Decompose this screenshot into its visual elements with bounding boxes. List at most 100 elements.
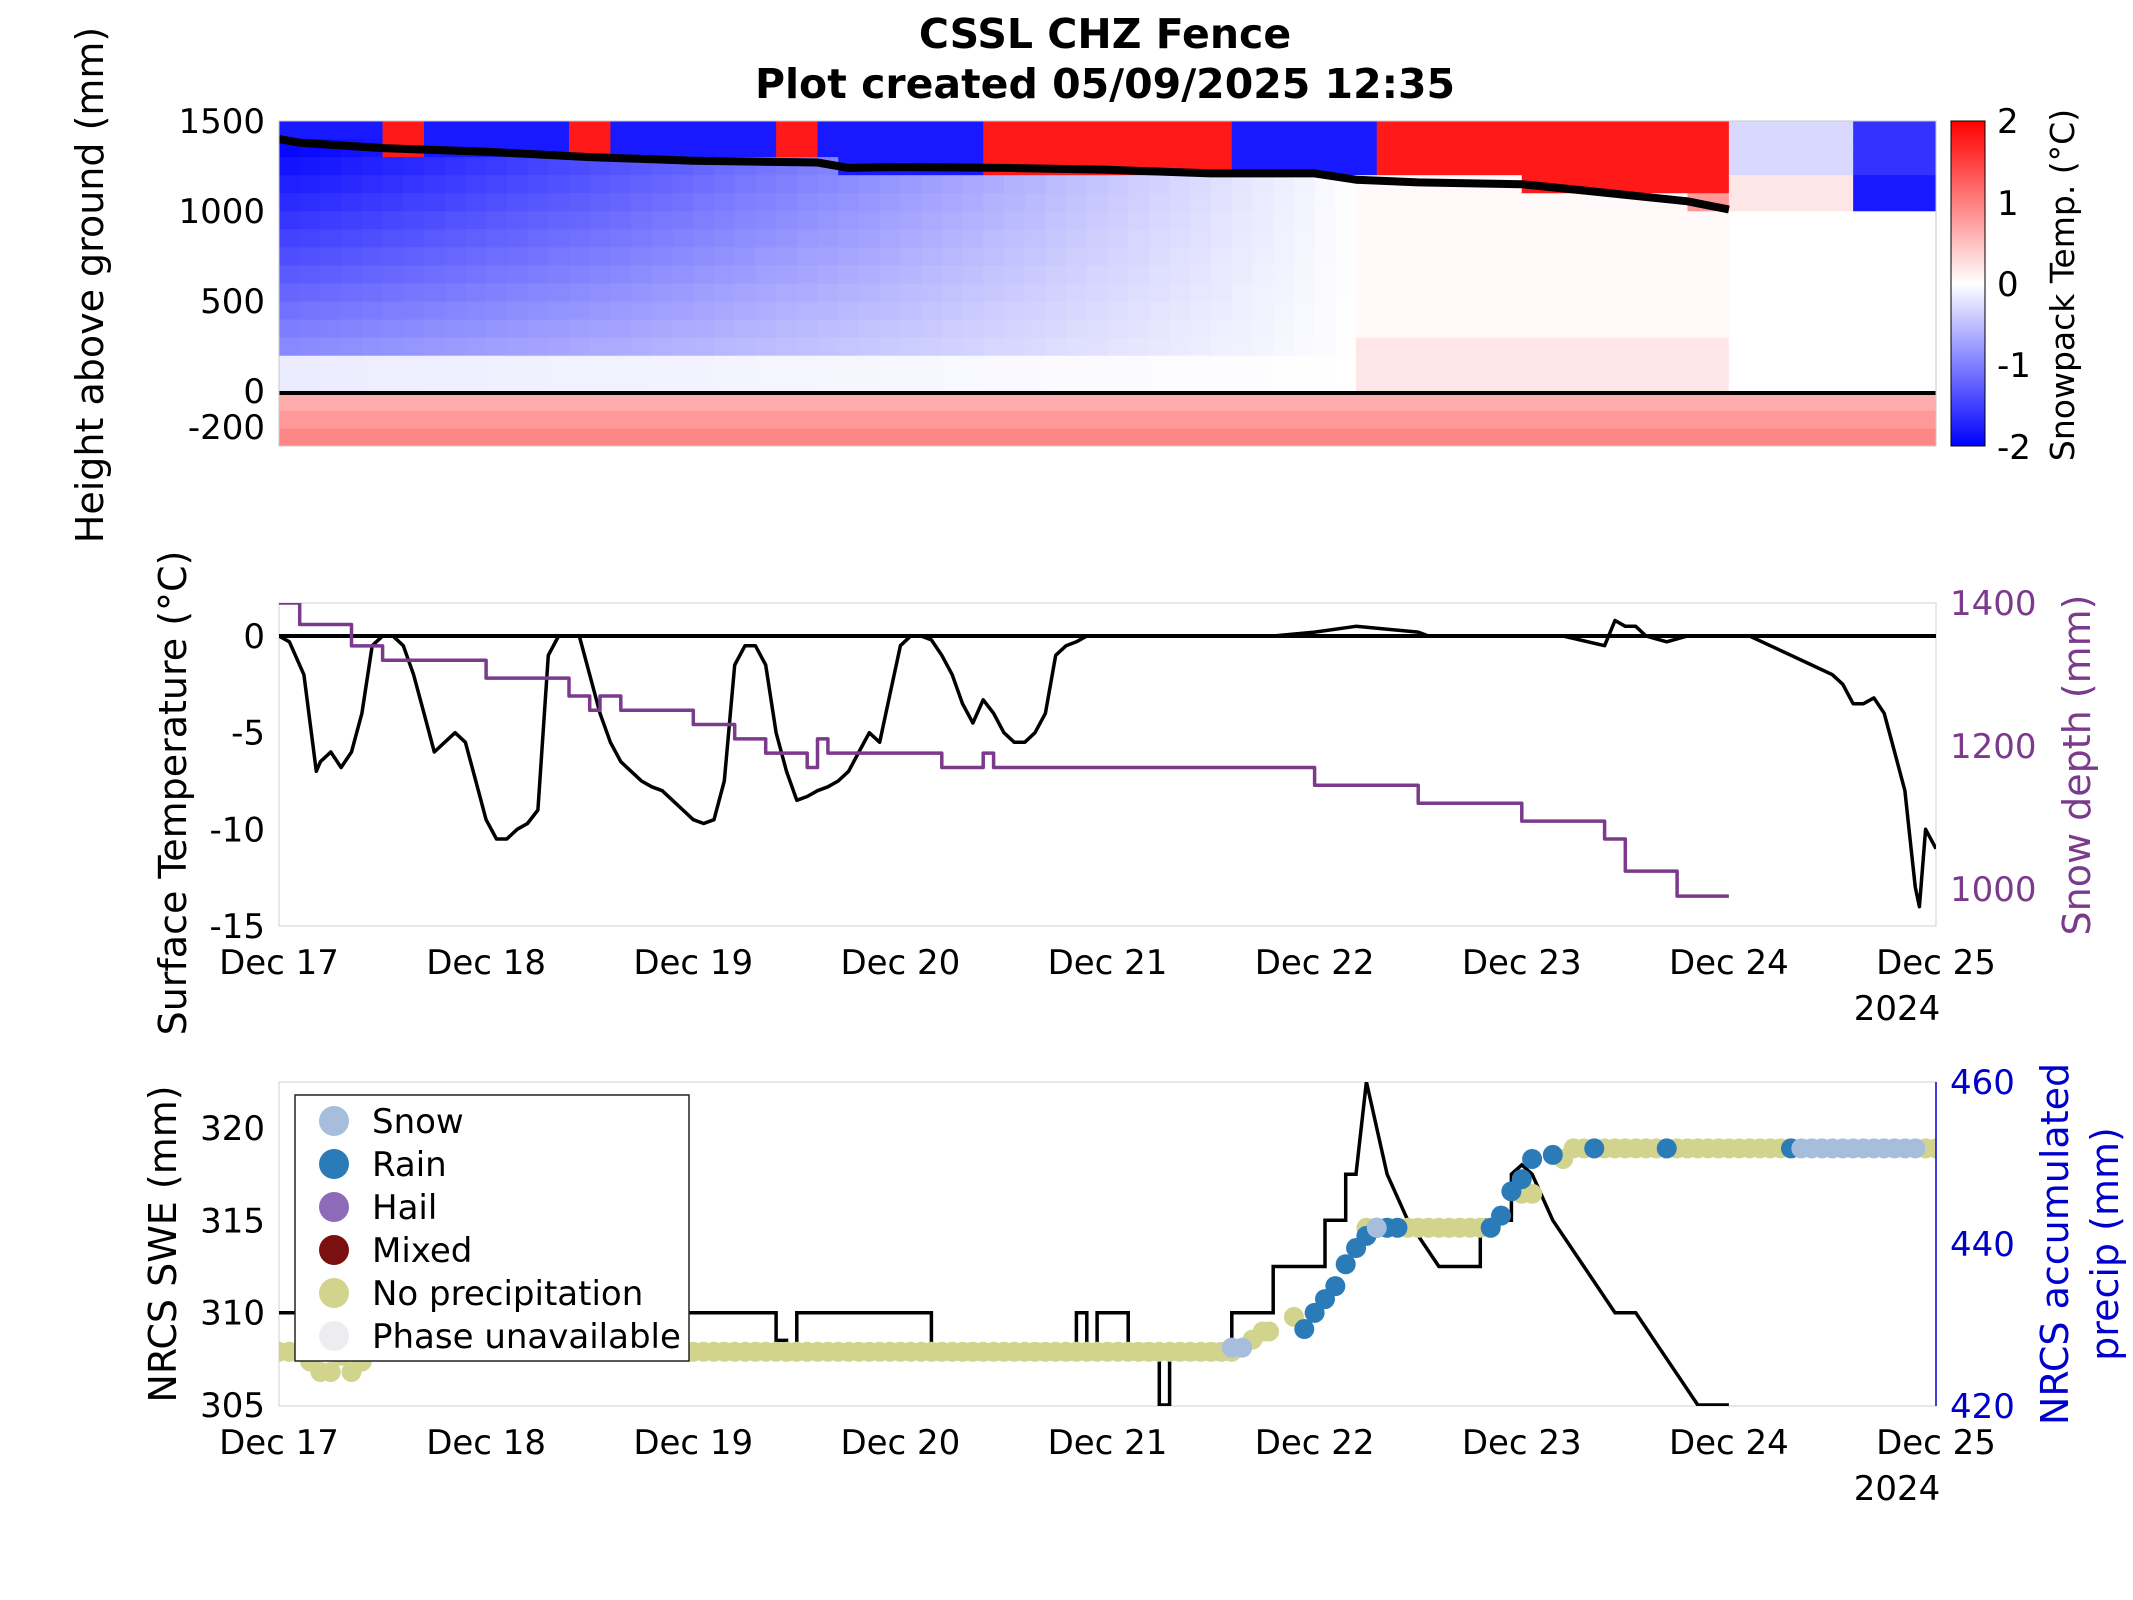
heatmap-cell [341, 193, 363, 212]
heatmap-cell [755, 211, 777, 230]
heatmap-cell [921, 355, 943, 375]
heatmap-cell [1915, 283, 1936, 303]
legend-label: Hail [372, 1188, 437, 1228]
heatmap-cell [299, 211, 322, 230]
heatmap-cell [465, 373, 487, 393]
heatmap-cell [341, 283, 363, 303]
heatmap-cell [1086, 409, 1109, 429]
temperature-xtick: Dec 25 [1876, 943, 1996, 983]
heatmap-cell [486, 157, 508, 176]
precip-point-none [1926, 1138, 1936, 1159]
heatmap-cell [838, 247, 860, 267]
heatmap-cell [1770, 373, 1792, 393]
heatmap-cell [1811, 409, 1834, 429]
heatmap-cell [962, 193, 984, 212]
heatmap-cell [1107, 427, 1129, 446]
heatmap-cell [1459, 427, 1481, 446]
heatmap-cell [1148, 373, 1171, 393]
heatmap-cell [1066, 319, 1088, 339]
heatmap-cell [527, 265, 549, 285]
heatmap-cell [382, 391, 404, 411]
heatmap-cell [361, 283, 384, 303]
heatmap-cell [838, 139, 860, 158]
heatmap-cell [1148, 211, 1171, 230]
heatmap-cell [921, 229, 943, 248]
heatmap-cell [610, 283, 632, 303]
heatmap-cell [1894, 409, 1916, 429]
heatmap-cell [1211, 229, 1233, 248]
heatmap-cell [1646, 211, 1668, 230]
precip-point-rain [1325, 1276, 1346, 1297]
heatmap-cell [610, 301, 632, 321]
heatmap-cell [1708, 139, 1730, 158]
heatmap-cell [941, 283, 964, 303]
heatmap-cell [1231, 175, 1254, 194]
heatmap-cell [1252, 283, 1274, 303]
heatmap-cell [1521, 211, 1544, 230]
heatmap-cell [1003, 211, 1026, 230]
heatmap-cell [1148, 193, 1171, 212]
heatmap-cell [1086, 301, 1109, 321]
heatmap-cell [1045, 247, 1067, 267]
heatmap-cell [610, 229, 632, 248]
heatmap-cell [1128, 121, 1150, 140]
heatmap-cell [1521, 121, 1544, 140]
colorbar-label: Snowpack Temp. (°C) [2043, 109, 2082, 461]
heatmap-cell [1252, 121, 1274, 140]
heatmap-cell [527, 157, 549, 176]
heatmap-cell [838, 193, 860, 212]
heatmap-cell [1853, 373, 1875, 393]
heatmap-cell [1894, 121, 1916, 140]
temperature-xtick: Dec 17 [219, 943, 339, 983]
heatmap-cell [900, 193, 922, 212]
heatmap-cell [1873, 427, 1896, 446]
heatmap-cell [900, 139, 922, 158]
precip-y-label-line1: NRCS accumulated [2033, 1063, 2077, 1425]
heatmap-cell [983, 319, 1005, 339]
heatmap-cell [486, 409, 508, 429]
heatmap-cell [1148, 391, 1171, 411]
heatmap-cell [651, 283, 674, 303]
heatmap-cell [1832, 265, 1854, 285]
heatmap-cell [1501, 211, 1523, 230]
heatmap-cell [320, 175, 342, 194]
heatmap-cell [776, 319, 798, 339]
precip-point-none [1522, 1183, 1543, 1204]
heatmap-cell [900, 121, 922, 140]
heatmap-cell [651, 121, 674, 140]
heatmap-cell [672, 139, 694, 158]
heatmap-cell [1045, 427, 1067, 446]
heatmap-cell [1915, 409, 1936, 429]
heatmap-cell [548, 211, 570, 230]
heatmap-cell [527, 121, 549, 140]
heatmap-cell [1583, 229, 1606, 248]
legend-marker-no-precip [319, 1278, 349, 1308]
heatmap-cell [796, 427, 819, 446]
heatmap-cell [1397, 355, 1419, 375]
heatmap-cell [1376, 373, 1399, 393]
heatmap-cell [693, 121, 715, 140]
heatmap-cell [713, 391, 736, 411]
heatmap-cell [1128, 265, 1150, 285]
swe-ytick: 310 [200, 1294, 265, 1334]
heatmap-cell [299, 301, 322, 321]
heatmap-cell [361, 409, 384, 429]
heatmap-cell [1873, 175, 1896, 194]
heatmap-cell [423, 355, 446, 375]
heatmap-cell [1708, 283, 1730, 303]
heatmap-cell [817, 121, 839, 140]
heatmap-cell [858, 337, 881, 357]
heatmap-cell [320, 409, 342, 429]
heatmap-cell [1356, 283, 1378, 303]
heatmap-cell [1459, 265, 1481, 285]
heatmap-cell [548, 391, 570, 411]
heatmap-cell [1666, 139, 1689, 158]
heatmap-cell [1915, 319, 1936, 339]
heatmap-cell [817, 373, 839, 393]
heatmap-cell [486, 337, 508, 357]
heatmap-cell [1252, 247, 1274, 267]
heatmap-cell [817, 211, 839, 230]
temperature-axis-ticks: 0 -5 -10 -15 1400 1200 1000 Dec 17 Dec 18 Dec 19 D… [209, 584, 2036, 983]
heatmap-cell [1169, 391, 1191, 411]
heatmap-cell [631, 337, 653, 357]
